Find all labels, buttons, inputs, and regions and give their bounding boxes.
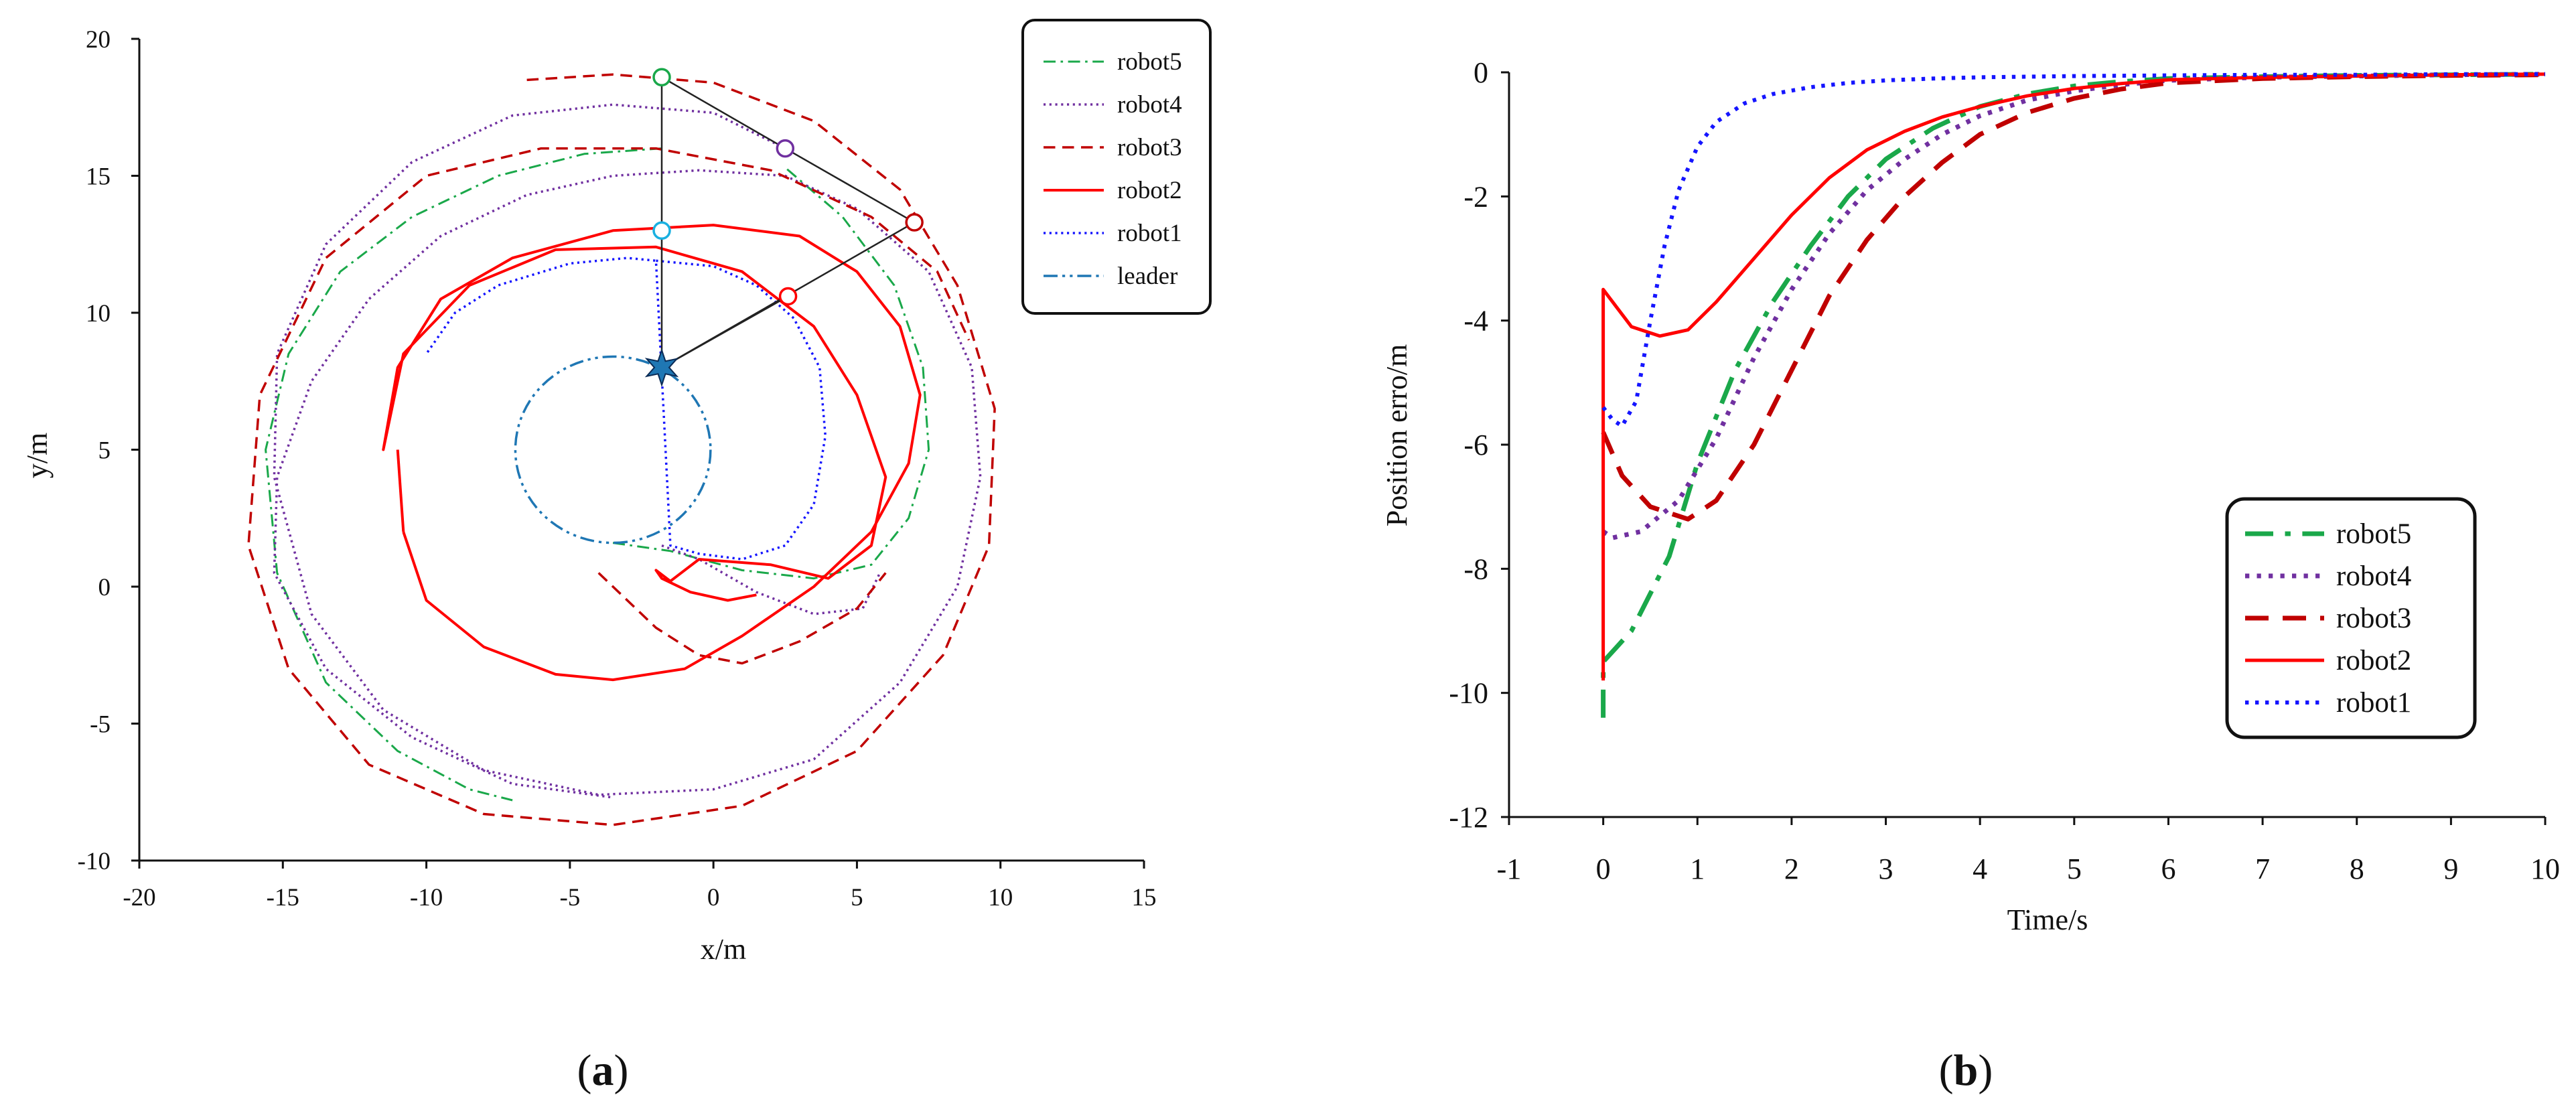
panel-a-legend: robot5 robot4 robot3 robot2 robot1 leader bbox=[1021, 19, 1212, 315]
panel-b-series-robot4 bbox=[1601, 72, 2546, 540]
panel-a-series-robot2 bbox=[382, 224, 922, 682]
panel-b-legend-label-robot3: robot3 bbox=[2336, 603, 2411, 634]
panel-b-y-label: Position erro/m bbox=[1380, 344, 1413, 527]
panel-a-legend-label-robot3: robot3 bbox=[1117, 134, 1182, 161]
panel-b-legend-items: robot5 robot4 robot3 robot2 robot1 bbox=[2245, 518, 2411, 719]
panel-a-trajectory-plot: -20 -15 -10 -5 0 5 10 15 -10 -5 0 5 10 15 20 x/m y/m r… bbox=[21, 19, 1212, 1095]
panel-a-series-robot3_inner bbox=[597, 572, 887, 665]
panel-b-caption: (b) bbox=[1939, 1046, 1993, 1095]
panel-b-x-tick-label: 4 bbox=[1973, 853, 1987, 885]
panel-a-y-tick-label: 5 bbox=[98, 437, 111, 465]
panel-b-x-tick-label: 6 bbox=[2161, 853, 2175, 885]
panel-a-x-tick-label: -5 bbox=[559, 884, 580, 911]
panel-b-x-tick-label: -1 bbox=[1497, 853, 1522, 885]
panel-a-legend-label-robot1: robot1 bbox=[1117, 220, 1182, 247]
panel-a-series-robot3 bbox=[247, 73, 996, 826]
panel-b-legend: robot5 robot4 robot3 robot2 robot1 bbox=[2225, 497, 2477, 739]
panel-b-ticks: -1 0 1 2 3 4 5 6 7 8 9 10-12-10-8-6-4-20 bbox=[1449, 56, 2560, 885]
panel-a-series-robot5_inner bbox=[612, 167, 930, 580]
panel-a-y-tick-label: 0 bbox=[98, 574, 111, 601]
panel-a-formation-link bbox=[784, 147, 915, 224]
panel-a-x-tick-label: 15 bbox=[1132, 884, 1157, 911]
panel-b-x-tick-label: 2 bbox=[1784, 853, 1799, 885]
panel-b-series-robot1 bbox=[1601, 72, 2545, 429]
panel-a-y-tick-label: 15 bbox=[86, 163, 111, 191]
panel-a-marker-robot3 bbox=[905, 213, 924, 232]
panel-a-series-leader bbox=[514, 355, 712, 544]
panel-a-legend-label-robot5: robot5 bbox=[1117, 48, 1182, 76]
panel-a-legend-box bbox=[1021, 19, 1212, 315]
panel-b-x-label: Time/s bbox=[2007, 903, 2088, 936]
panel-b-y-tick-label: -12 bbox=[1449, 801, 1488, 834]
panel-a-legend-label-leader: leader bbox=[1117, 263, 1177, 290]
panel-b-x-tick-label: 5 bbox=[2067, 853, 2082, 885]
panel-a-marker-robot5 bbox=[652, 68, 671, 87]
panel-a-x-tick-label: 0 bbox=[707, 884, 720, 911]
panel-b-legend-label-robot1: robot1 bbox=[2336, 687, 2411, 719]
panel-a-y-label: y/m bbox=[21, 433, 54, 478]
panel-a-ticks: -20 -15 -10 -5 0 5 10 15 -10 -5 0 5 10 15 20 bbox=[78, 26, 1157, 911]
panel-a-x-label: x/m bbox=[701, 933, 746, 966]
panel-a-y-tick-label: -5 bbox=[90, 711, 111, 739]
panel-a-x-tick-label: 5 bbox=[851, 884, 863, 911]
panel-a-x-tick-label: 10 bbox=[988, 884, 1013, 911]
panel-b-letter: b bbox=[1954, 1046, 1979, 1095]
panel-b-x-tick-label: 0 bbox=[1596, 853, 1611, 885]
panel-b-x-tick-label: 10 bbox=[2530, 853, 2560, 885]
panel-b-y-tick-label: -10 bbox=[1449, 677, 1488, 710]
panel-a-marker-robot2 bbox=[778, 287, 798, 306]
panel-a-legend-items: robot5 robot4 robot3 robot2 robot1 leader bbox=[1044, 48, 1182, 290]
panel-a-marker-robot4 bbox=[776, 139, 795, 158]
panel-b-data-marks bbox=[1601, 72, 2546, 718]
panel-b-y-tick-label: 0 bbox=[1474, 56, 1488, 89]
panel-b-legend-label-robot4: robot4 bbox=[2336, 561, 2411, 592]
panel-a-caption: (a) bbox=[577, 1046, 629, 1095]
panel-b-error-plot: -1 0 1 2 3 4 5 6 7 8 9 10-12-10-8-6-4-20 Time/s Pos… bbox=[1380, 56, 2560, 1095]
panel-b-x-tick-label: 3 bbox=[1879, 853, 1893, 885]
panel-a-data-marks bbox=[247, 68, 996, 826]
panel-a-formation-link bbox=[661, 76, 786, 149]
panel-b-y-tick-label: -4 bbox=[1463, 305, 1488, 338]
panel-b-series-robot2 bbox=[1601, 72, 2546, 681]
panel-a-marker-robot1 bbox=[652, 221, 671, 240]
panel-a-formation-link bbox=[661, 295, 789, 368]
panel-a-legend-label-robot2: robot2 bbox=[1117, 177, 1182, 204]
panel-a-y-tick-label: 20 bbox=[86, 26, 111, 54]
panel-a-marker-leader bbox=[644, 348, 679, 387]
panel-b-y-tick-label: -8 bbox=[1463, 552, 1488, 585]
panel-b-legend-label-robot2: robot2 bbox=[2336, 645, 2411, 676]
panel-b-series-robot3 bbox=[1601, 72, 2546, 522]
panel-b-x-tick-label: 8 bbox=[2350, 853, 2364, 885]
panel-a-x-tick-label: -20 bbox=[123, 884, 155, 911]
panel-a-series-robot4_inner bbox=[661, 544, 881, 615]
panel-a-series-robot4 bbox=[273, 103, 982, 799]
panel-b-y-tick-label: -6 bbox=[1463, 429, 1488, 461]
panel-b-legend-label-robot5: robot5 bbox=[2336, 518, 2411, 550]
panel-b-x-tick-label: 7 bbox=[2255, 853, 2270, 885]
panel-a-x-tick-label: -10 bbox=[410, 884, 443, 911]
panel-a-series-robot1 bbox=[425, 256, 827, 561]
panel-b-y-tick-label: -2 bbox=[1463, 180, 1488, 213]
panel-b-legend-box bbox=[2225, 497, 2477, 739]
panel-a-x-tick-label: -15 bbox=[267, 884, 299, 911]
panel-a-y-tick-label: -10 bbox=[78, 848, 111, 875]
panel-a-legend-label-robot4: robot4 bbox=[1117, 91, 1182, 119]
panel-a-series-robot5 bbox=[265, 147, 662, 802]
panel-b-x-tick-label: 9 bbox=[2443, 853, 2458, 885]
panel-b-x-tick-label: 1 bbox=[1690, 853, 1705, 885]
panel-a-letter: a bbox=[592, 1046, 614, 1095]
panel-a-series-robot2_stem bbox=[396, 449, 405, 532]
panel-a-y-tick-label: 10 bbox=[86, 300, 111, 327]
